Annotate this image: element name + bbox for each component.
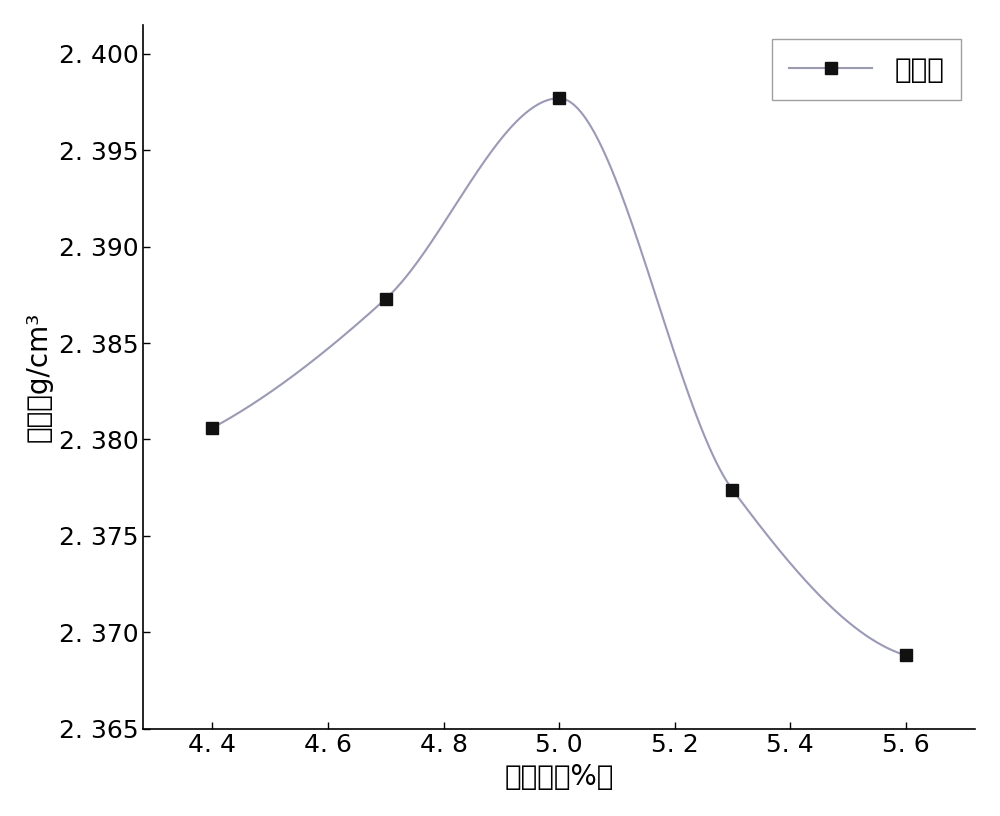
X-axis label: 油石比（%）: 油石比（%） [504, 763, 614, 791]
Legend: 视密度: 视密度 [772, 39, 961, 100]
Y-axis label: 视密度g/cm³: 视密度g/cm³ [25, 312, 53, 442]
